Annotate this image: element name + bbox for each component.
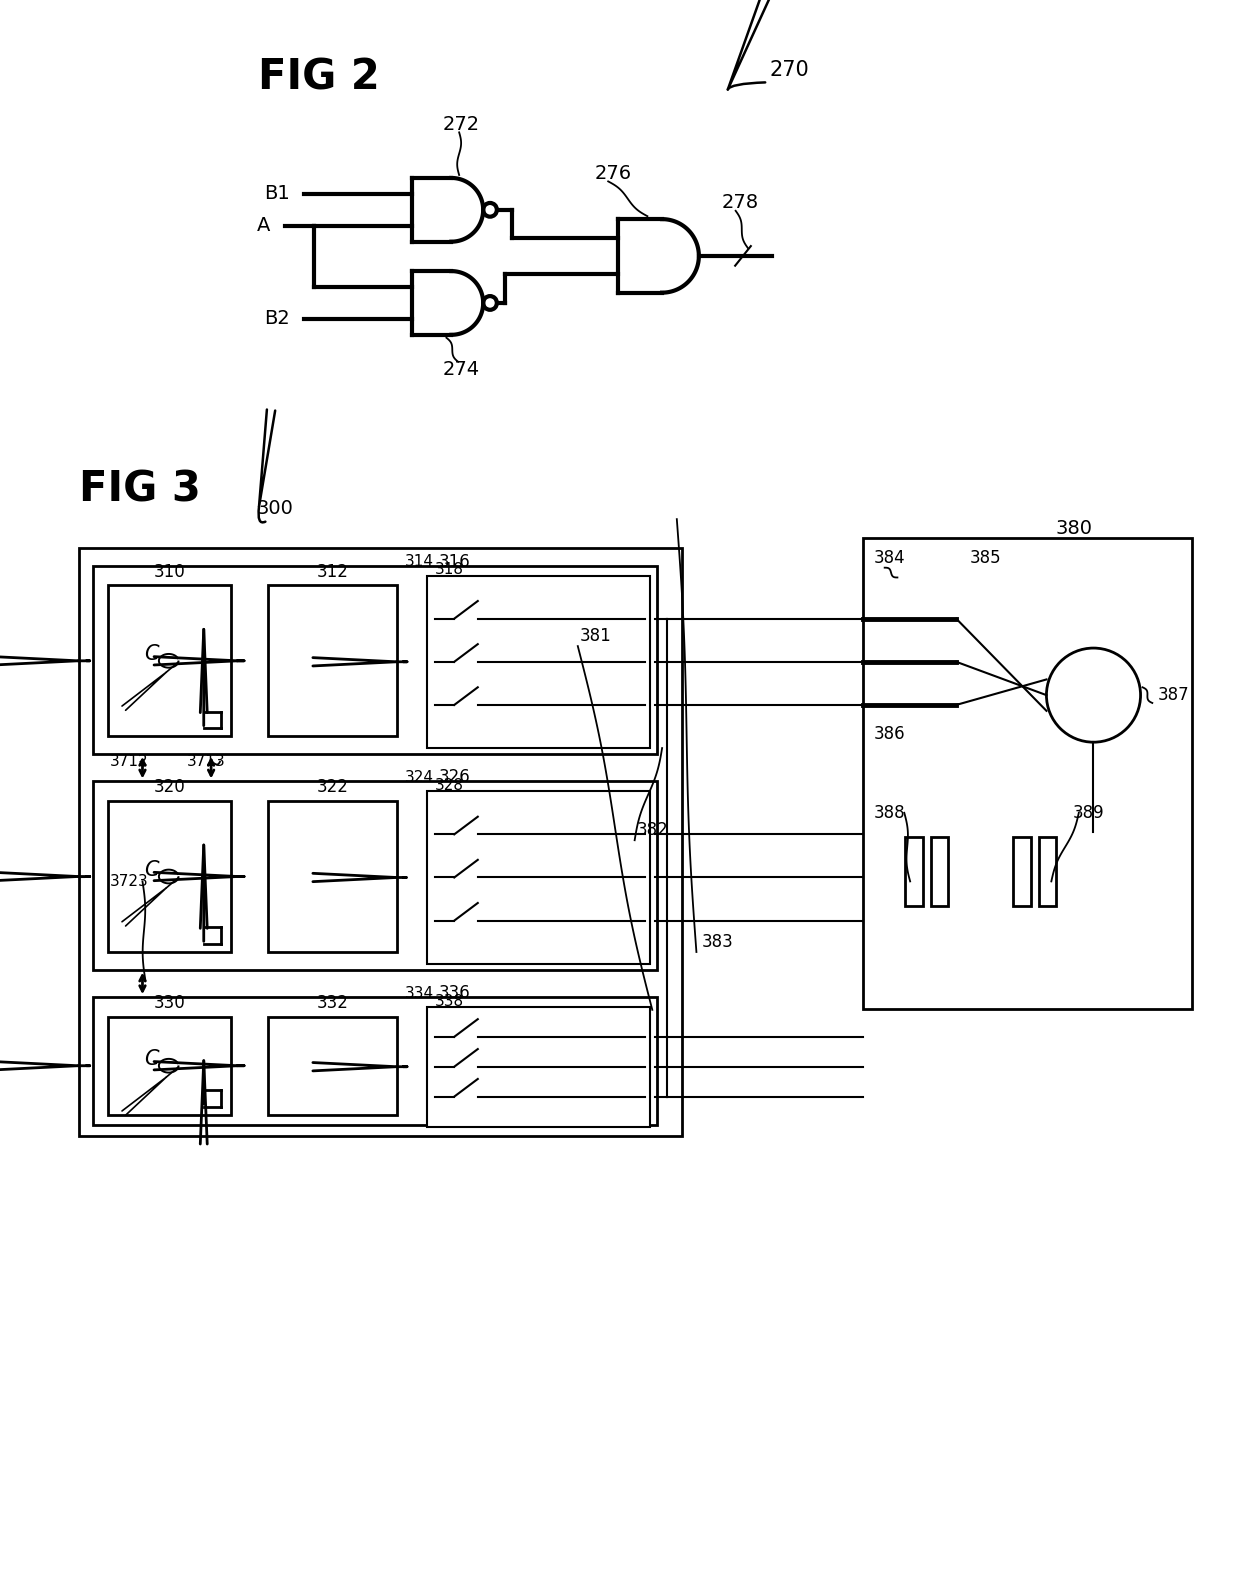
Bar (268, 801, 397, 952)
Bar (108, 801, 231, 952)
Text: 274: 274 (443, 360, 480, 380)
Bar (427, 1006, 650, 1126)
Bar (863, 538, 1192, 1010)
Bar (905, 837, 923, 906)
Text: 272: 272 (443, 115, 480, 134)
Text: B1: B1 (264, 185, 290, 204)
Bar (1013, 837, 1030, 906)
Text: 330: 330 (154, 994, 185, 1011)
Text: 334: 334 (405, 986, 434, 1000)
Text: 316: 316 (439, 553, 470, 571)
Text: 314: 314 (405, 555, 434, 569)
Text: 389: 389 (1073, 804, 1105, 821)
Text: 270: 270 (770, 59, 810, 80)
Bar (93, 782, 657, 970)
Text: C: C (144, 1050, 159, 1069)
Text: 328: 328 (435, 778, 464, 793)
Text: 381: 381 (580, 627, 611, 646)
Text: C: C (144, 644, 159, 664)
Text: 338: 338 (435, 994, 464, 1010)
Text: 312: 312 (316, 563, 348, 581)
Text: FIG 2: FIG 2 (258, 56, 379, 99)
Bar (93, 566, 657, 754)
Text: C: C (144, 860, 159, 880)
Text: 388: 388 (874, 804, 905, 821)
Text: FIG 3: FIG 3 (79, 469, 201, 510)
Text: 310: 310 (154, 563, 185, 581)
Bar (108, 1016, 231, 1115)
Bar (93, 997, 657, 1124)
Text: 300: 300 (257, 499, 294, 518)
Bar (268, 1016, 397, 1115)
Bar (427, 576, 650, 748)
Text: B2: B2 (264, 309, 290, 329)
Text: 386: 386 (874, 726, 905, 743)
Text: A: A (257, 217, 270, 234)
Bar (108, 585, 231, 737)
Text: 384: 384 (874, 549, 905, 566)
Text: 336: 336 (439, 984, 470, 1002)
Text: 383: 383 (702, 933, 733, 951)
Bar (1039, 837, 1056, 906)
Text: 332: 332 (316, 994, 348, 1011)
Text: 3712: 3712 (109, 754, 148, 769)
Text: 278: 278 (722, 193, 759, 212)
Text: 326: 326 (439, 769, 470, 786)
Text: 380: 380 (1055, 518, 1092, 538)
Text: 382: 382 (636, 821, 668, 839)
Bar (427, 791, 650, 963)
Text: 3723: 3723 (109, 874, 148, 888)
Bar (931, 837, 949, 906)
Text: 324: 324 (405, 770, 434, 785)
Text: 320: 320 (154, 778, 185, 796)
Text: 318: 318 (435, 563, 464, 577)
Bar (79, 549, 682, 1136)
Text: 322: 322 (316, 778, 348, 796)
Text: 387: 387 (1157, 686, 1189, 703)
Text: 276: 276 (594, 164, 631, 183)
Bar (268, 585, 397, 737)
Text: 385: 385 (970, 549, 1002, 566)
Text: 3713: 3713 (187, 754, 226, 769)
